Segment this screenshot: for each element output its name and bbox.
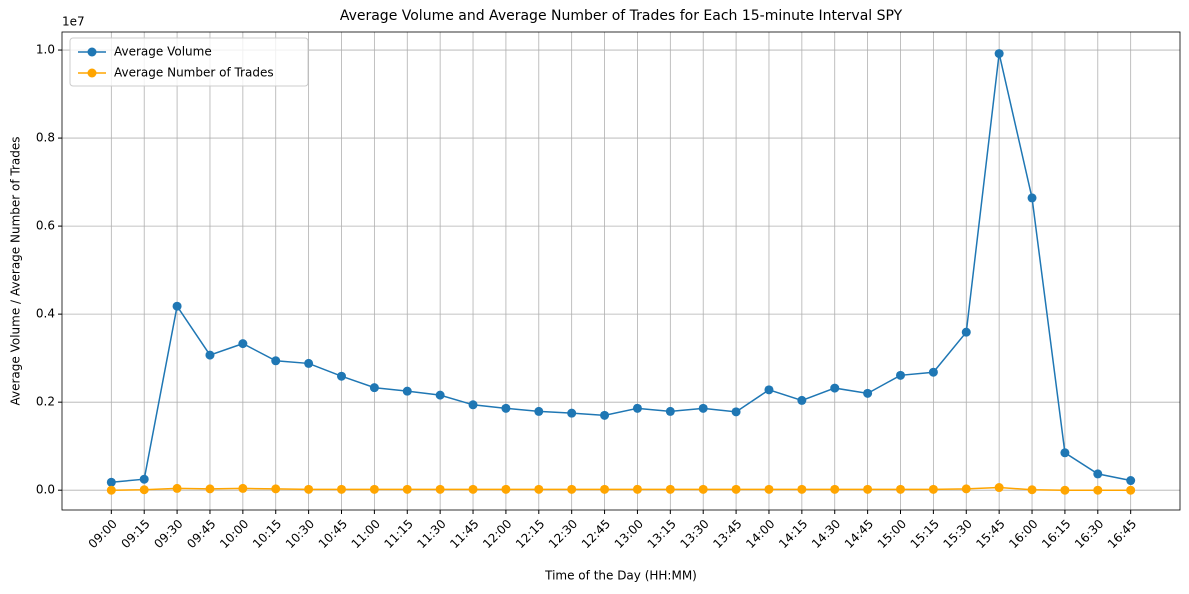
data-point	[402, 386, 412, 396]
data-point	[139, 485, 149, 495]
data-point	[468, 400, 478, 410]
data-point	[567, 408, 577, 418]
data-point	[994, 483, 1004, 493]
x-axis-label: Time of the Day (HH:MM)	[544, 569, 697, 583]
data-point	[1093, 469, 1103, 479]
data-point	[961, 484, 971, 494]
data-point	[172, 483, 182, 493]
data-point	[896, 484, 905, 494]
data-point	[863, 388, 873, 398]
data-point	[698, 403, 708, 413]
data-point	[961, 327, 971, 337]
y-tick-label: 0.2	[36, 395, 55, 409]
y-tick-label: 0.8	[36, 131, 55, 145]
legend-label: Average Number of Trades	[114, 66, 274, 80]
plot-frame	[61, 31, 1181, 511]
data-point	[632, 484, 642, 494]
data-point	[863, 484, 873, 494]
data-point	[468, 484, 478, 494]
data-point	[205, 350, 215, 360]
data-point	[139, 474, 149, 484]
data-point	[1027, 485, 1037, 495]
data-point	[369, 383, 379, 393]
data-point	[665, 406, 675, 416]
data-point	[600, 410, 610, 420]
data-point	[665, 484, 675, 494]
legend-marker	[87, 68, 97, 78]
data-point	[271, 484, 281, 494]
data-point	[698, 484, 708, 494]
series-line	[111, 486, 1131, 491]
data-point	[567, 484, 577, 494]
data-point	[994, 49, 1004, 59]
data-point	[106, 477, 116, 487]
data-point	[238, 339, 248, 349]
data-point	[764, 385, 774, 395]
legend-box	[69, 37, 309, 87]
data-point	[1126, 485, 1136, 495]
data-point	[435, 390, 445, 400]
data-point	[337, 371, 346, 381]
data-point	[337, 484, 346, 494]
data-point	[896, 370, 905, 380]
data-point	[928, 484, 938, 494]
data-point	[797, 395, 807, 405]
data-point	[731, 407, 741, 417]
y-axis-label: Average Volume / Average Number of Trade…	[9, 137, 23, 406]
data-point	[435, 484, 445, 494]
data-point	[369, 484, 379, 494]
data-point	[632, 403, 642, 413]
data-point	[534, 484, 544, 494]
data-point	[797, 484, 807, 494]
chart-title: Average Volume and Average Number of Tra…	[340, 8, 903, 24]
data-point	[304, 484, 314, 494]
data-point	[172, 301, 182, 311]
y-tick-label: 0.4	[36, 307, 55, 321]
y-tick-label: 0.0	[36, 483, 55, 497]
data-point	[928, 367, 938, 377]
data-point	[1093, 485, 1103, 495]
data-point	[1126, 476, 1136, 486]
data-point	[1027, 193, 1037, 203]
data-point	[1060, 448, 1070, 458]
series-line	[111, 53, 1131, 484]
data-point	[304, 358, 314, 368]
data-point	[106, 485, 116, 495]
y-offset-label: 1e7	[62, 15, 85, 29]
data-point	[402, 484, 412, 494]
data-point	[238, 483, 248, 493]
y-tick-label: 0.6	[36, 219, 55, 233]
legend-marker	[87, 47, 97, 57]
data-point	[534, 406, 544, 416]
data-point	[271, 356, 281, 366]
legend-label: Average Volume	[114, 45, 212, 59]
data-point	[501, 403, 511, 413]
data-point	[1060, 485, 1070, 495]
data-point	[205, 484, 215, 494]
data-point	[501, 484, 511, 494]
data-point	[830, 484, 840, 494]
data-point	[600, 484, 610, 494]
y-tick-label: 1.0	[36, 43, 55, 57]
data-point	[830, 383, 840, 393]
data-point	[764, 484, 774, 494]
data-point	[731, 484, 741, 494]
